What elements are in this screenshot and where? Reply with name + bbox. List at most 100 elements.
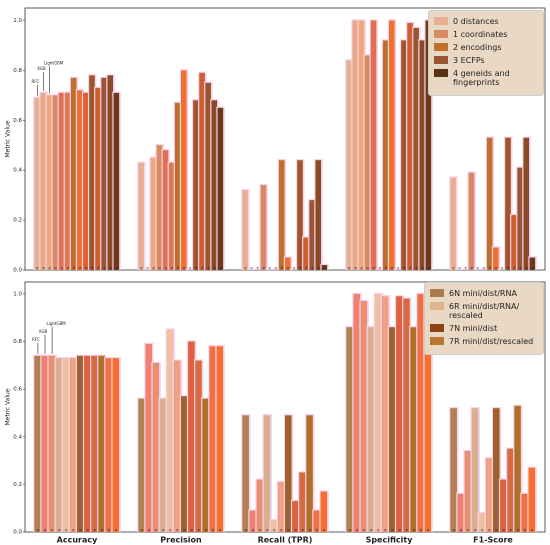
bar	[353, 293, 361, 532]
y-tick-label: 0.4	[13, 168, 22, 174]
bar	[62, 358, 70, 532]
zero-marker: ×	[147, 528, 150, 533]
zero-marker: ×	[103, 266, 106, 271]
bar	[277, 482, 285, 532]
bar	[468, 172, 475, 270]
bar	[216, 346, 224, 532]
bar	[396, 296, 403, 532]
y-tick-label: 0.2	[13, 218, 22, 224]
zero-marker: ×	[107, 528, 110, 533]
bar	[98, 355, 105, 532]
bar	[478, 512, 486, 532]
bar	[40, 92, 47, 270]
bar	[511, 215, 517, 270]
bar-glow	[271, 268, 281, 270]
zero-marker: ×	[509, 528, 512, 533]
bar	[320, 491, 328, 532]
annotation: LightGBM	[46, 321, 66, 326]
zero-marker: ×	[323, 266, 326, 271]
bar	[77, 90, 83, 270]
bar	[313, 510, 320, 532]
legend-item: 6R mini/dist/RNA/ rescaled	[430, 302, 538, 320]
zero-marker: ×	[500, 266, 503, 271]
zero-marker: ×	[294, 528, 297, 533]
zero-marker: ×	[60, 266, 63, 271]
bar	[278, 160, 285, 270]
zero-marker: ×	[452, 528, 455, 533]
bar	[306, 415, 313, 532]
bar	[471, 408, 479, 532]
zero-marker: ×	[86, 528, 89, 533]
zero-marker: ×	[169, 528, 172, 533]
bar-glow	[289, 268, 299, 270]
zero-marker: ×	[195, 266, 198, 271]
bar	[193, 100, 199, 270]
zero-marker: ×	[305, 266, 308, 271]
zero-marker: ×	[109, 266, 112, 271]
zero-marker: ×	[362, 528, 365, 533]
zero-marker: ×	[251, 528, 254, 533]
legend-label: 7N mini/dist	[449, 324, 498, 333]
zero-marker: ×	[470, 266, 473, 271]
legend-swatch	[434, 30, 448, 38]
legend-swatch	[434, 56, 448, 64]
zero-marker: ×	[250, 266, 253, 271]
bar	[152, 362, 160, 532]
bar	[364, 55, 371, 271]
zero-marker: ×	[476, 266, 479, 271]
zero-marker: ×	[384, 528, 387, 533]
bar-glow	[455, 268, 464, 270]
bar	[417, 293, 424, 532]
zero-marker: ×	[97, 266, 100, 271]
bar	[297, 160, 303, 270]
bar	[528, 467, 536, 532]
y-tick-label: 0.6	[13, 387, 22, 393]
legend: 6N mini/dist/RNA 6R mini/dist/RNA/ rescal…	[424, 282, 544, 355]
zero-marker: ×	[258, 528, 261, 533]
annotation: RFC	[32, 337, 40, 342]
zero-marker: ×	[182, 266, 185, 271]
bar	[464, 451, 472, 532]
bar	[181, 70, 187, 270]
zero-marker: ×	[218, 528, 221, 533]
bar	[205, 82, 211, 270]
zero-marker: ×	[154, 528, 157, 533]
zero-marker: ×	[377, 528, 380, 533]
legend-swatch	[434, 69, 448, 77]
zero-marker: ×	[474, 528, 477, 533]
bar	[91, 355, 98, 532]
y-tick-label: 0.0	[13, 268, 22, 274]
bar-glow	[473, 268, 483, 270]
bar	[159, 398, 167, 532]
legend-swatch	[430, 302, 444, 310]
bar	[493, 247, 499, 270]
annotation: XGB	[39, 329, 48, 334]
bar-glow	[393, 268, 403, 270]
legend-label: 3 ECFPs	[453, 56, 485, 65]
legend-item: 0 distances	[434, 17, 538, 26]
zero-marker: ×	[458, 266, 461, 271]
zero-marker: ×	[502, 528, 505, 533]
legend-label: 6N mini/dist/RNA	[449, 289, 517, 298]
bar-glow	[253, 268, 262, 270]
zero-marker: ×	[287, 528, 290, 533]
bar	[70, 77, 77, 270]
zero-marker: ×	[372, 266, 375, 271]
y-axis-label: Metric Value	[5, 388, 12, 425]
zero-marker: ×	[488, 528, 491, 533]
bar	[389, 20, 395, 270]
bar	[83, 92, 89, 270]
legend-item: 6N mini/dist/RNA	[430, 289, 538, 298]
zero-marker: ×	[190, 528, 193, 533]
zero-marker: ×	[58, 528, 61, 533]
bar	[105, 358, 112, 532]
zero-marker: ×	[219, 266, 222, 271]
bar	[69, 358, 77, 532]
zero-marker: ×	[79, 528, 82, 533]
bar	[174, 102, 181, 270]
bar	[292, 501, 299, 532]
legend-label: 6R mini/dist/RNA/ rescaled	[449, 302, 520, 320]
zero-marker: ×	[188, 266, 191, 271]
zero-marker: ×	[146, 266, 149, 271]
